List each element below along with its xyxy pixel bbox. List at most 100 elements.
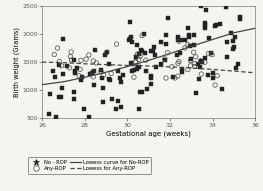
Point xyxy=(54,115,59,118)
Point xyxy=(177,60,181,63)
Point xyxy=(149,49,153,53)
Point xyxy=(68,55,73,58)
Point xyxy=(143,52,147,55)
Point xyxy=(164,34,168,37)
Point xyxy=(103,53,107,57)
Point xyxy=(144,59,148,62)
Point xyxy=(231,48,235,51)
Point xyxy=(55,47,60,50)
Point xyxy=(163,58,167,61)
Point xyxy=(194,55,198,58)
Point xyxy=(51,70,55,73)
Point xyxy=(77,74,81,77)
Point xyxy=(140,91,144,94)
Point xyxy=(137,107,141,110)
Point xyxy=(78,68,82,71)
Point xyxy=(204,8,208,11)
Point xyxy=(188,59,193,62)
Point xyxy=(73,69,77,72)
Point xyxy=(132,76,136,79)
Point xyxy=(183,39,187,42)
Point xyxy=(232,45,236,48)
Point xyxy=(107,78,111,81)
Point xyxy=(178,51,182,54)
Point xyxy=(129,35,133,38)
Point xyxy=(91,75,95,78)
Point xyxy=(57,63,62,66)
Point xyxy=(115,100,120,103)
Point xyxy=(210,53,214,56)
Point xyxy=(154,66,158,69)
Point xyxy=(138,91,142,94)
Point xyxy=(175,35,180,38)
Point xyxy=(149,74,153,77)
Point xyxy=(72,91,77,94)
Point xyxy=(92,70,96,73)
Point xyxy=(159,63,163,66)
Point xyxy=(135,68,139,71)
Point xyxy=(173,76,177,79)
Point xyxy=(151,49,155,52)
Point xyxy=(203,27,208,30)
Point xyxy=(60,86,64,89)
Point xyxy=(203,61,207,64)
Point xyxy=(200,60,204,63)
Point xyxy=(128,21,132,24)
Point xyxy=(188,44,192,47)
Point xyxy=(192,33,196,36)
Point xyxy=(79,59,83,62)
Point xyxy=(235,63,240,66)
Point xyxy=(72,59,76,62)
Legend: No - ROP, Any-ROP, Lowess curve for No-ROP, Lowess for Any-ROP: No - ROP, Any-ROP, Lowess curve for No-R… xyxy=(28,157,151,174)
Point xyxy=(206,73,210,76)
Point xyxy=(130,70,134,73)
Point xyxy=(203,56,207,59)
Point xyxy=(73,71,77,74)
Point xyxy=(189,57,193,61)
Point xyxy=(108,78,112,81)
Point xyxy=(119,105,123,108)
Point xyxy=(52,53,56,56)
Point xyxy=(135,53,140,56)
Point xyxy=(79,78,83,81)
Point xyxy=(57,95,61,98)
Point xyxy=(137,65,141,68)
Point xyxy=(110,97,114,100)
Point xyxy=(149,83,153,86)
Point xyxy=(87,53,91,57)
Point xyxy=(153,54,157,57)
Point xyxy=(159,40,163,44)
Point xyxy=(152,45,156,48)
Point xyxy=(132,68,136,71)
Point xyxy=(53,75,57,79)
Point xyxy=(215,74,219,77)
Point xyxy=(128,37,132,40)
Point xyxy=(187,33,191,36)
Point xyxy=(175,53,179,56)
Point xyxy=(140,34,144,37)
Point xyxy=(203,24,207,27)
Point xyxy=(60,72,65,75)
Point xyxy=(105,51,109,54)
Point xyxy=(225,55,229,58)
Point xyxy=(135,44,139,47)
Point xyxy=(48,92,52,95)
Point xyxy=(138,55,142,58)
Point xyxy=(225,41,229,44)
Point xyxy=(114,107,118,110)
Point xyxy=(180,71,184,74)
Point xyxy=(88,72,92,75)
Point xyxy=(94,62,98,65)
Point xyxy=(179,38,183,41)
Point xyxy=(102,74,106,77)
Point xyxy=(220,87,225,91)
Point xyxy=(99,68,103,71)
Point xyxy=(186,43,190,46)
Point xyxy=(121,73,125,76)
Point xyxy=(90,71,94,74)
Point xyxy=(139,48,143,51)
Point xyxy=(140,49,144,52)
Point xyxy=(195,62,200,65)
Point xyxy=(93,48,97,51)
Point xyxy=(197,77,201,80)
